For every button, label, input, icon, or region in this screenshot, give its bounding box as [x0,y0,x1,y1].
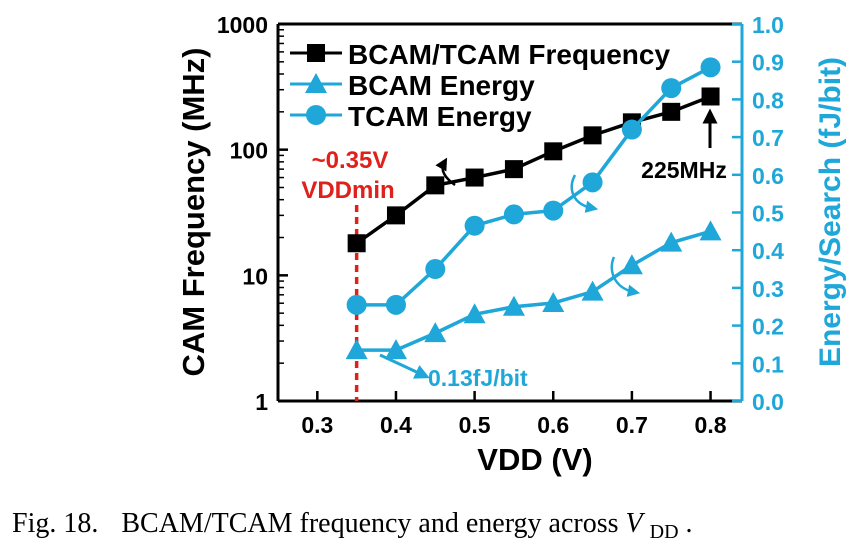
frequency-axis-indicator-arrow [435,157,456,187]
caption-var: V [626,508,646,539]
legend-label-bcam-energy: BCAM Energy [348,70,535,101]
bcam-energy-point [620,254,643,275]
legend-label-tcam-energy: TCAM Energy [348,101,532,132]
right-tick-label: 0.6 [752,163,784,189]
left-tick-label: 10 [242,263,268,289]
legend-square-marker [307,44,325,62]
caption-prefix: Fig. 18. [12,508,98,539]
left-tick-label: 100 [230,138,268,164]
x-tick-label: 0.6 [537,412,569,438]
bcam-energy-point [542,291,565,312]
right-tick-label: 0.1 [752,351,784,377]
left-axis-title: CAM Frequency (MHz) [176,48,211,377]
legend: BCAM/TCAM Frequency BCAM Energy TCAM Ene… [290,39,670,132]
tcam-energy-point [582,172,603,193]
vddmin-annotation-value: ~0.35V [312,147,389,174]
energy-min-arrow [379,353,430,379]
x-tick-label: 0.8 [695,412,727,438]
bcam-energy-point [345,339,368,360]
tcam-energy-point [661,78,682,99]
right-tick-label: 0.2 [752,314,784,340]
caption-sub: DD [650,521,679,543]
legend-circle-marker [306,105,326,125]
bcam-axis-indicator-arrow [610,256,641,297]
right-tick-label: 0.0 [752,389,784,415]
x-tick-label: 0.7 [616,412,648,438]
right-tick-label: 0.5 [752,201,784,227]
bcam-energy-point [424,322,447,343]
bcam-energy-point [384,339,407,360]
frequency-point [504,160,523,179]
frequency-point [347,234,366,253]
vddmin-annotation-label: VDDmin [301,177,394,204]
bcam-energy-point [660,231,683,252]
bcam-energy-point [502,295,525,316]
x-tick-label: 0.4 [380,412,412,438]
tcam-energy-point [503,204,524,225]
right-tick-label: 0.8 [752,87,784,113]
frequency-point [465,168,484,187]
bcam-energy-point [699,220,722,241]
right-tick-label: 0.3 [752,276,784,302]
bcam-energy-point [463,303,486,324]
tcam-axis-indicator-arrow [570,174,599,213]
legend-entry-bcam-energy: BCAM Energy [290,70,535,101]
legend-entry-tcam-energy: TCAM Energy [290,101,532,132]
legend-label-frequency: BCAM/TCAM Frequency [348,39,670,70]
right-tick-label: 0.7 [752,125,784,151]
tcam-energy-point [346,294,367,315]
frequency-point [583,126,602,145]
right-tick-label: 1.0 [752,12,784,38]
tcam-energy-point [621,119,642,140]
tcam-energy-point [543,200,564,221]
x-axis-title: VDD (V) [477,442,592,477]
tcam-energy-point [385,294,406,315]
right-tick-label: 0.9 [752,50,784,76]
right-axis-title: Energy/Search (fJ/bit) [814,57,847,367]
figure-caption: Fig. 18. BCAM/TCAM frequency and energy … [12,508,693,545]
energy-min-annotation: 0.13fJ/bit [428,365,528,391]
frequency-point [662,102,681,121]
legend-entry-frequency: BCAM/TCAM Frequency [290,39,670,70]
series-line-2 [356,65,712,307]
tcam-energy-point [464,215,485,236]
x-tick-label: 0.5 [459,412,491,438]
right-tick-label: 0.4 [752,238,784,264]
legend-triangle-marker [305,73,327,93]
freq-max-annotation: 225MHz [641,157,727,183]
tcam-energy-point [425,259,446,280]
tcam-energy-point [700,57,721,78]
frequency-point [701,87,720,106]
caption-text: BCAM/TCAM frequency and energy across [121,508,625,539]
frequency-point [386,206,405,225]
left-tick-label: 1000 [217,12,268,38]
frequency-point [426,176,445,195]
frequency-point [544,142,563,161]
series-line-0 [355,94,712,245]
series-line-1 [356,229,712,352]
caption-suffix: . [686,508,693,539]
x-tick-label: 0.3 [301,412,333,438]
bcam-energy-point [581,280,604,301]
left-tick-label: 1 [255,389,268,415]
